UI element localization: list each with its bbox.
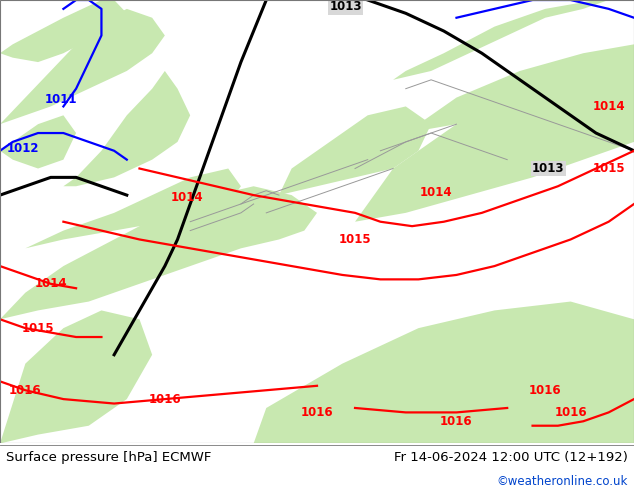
Text: 1014: 1014 (171, 191, 204, 204)
Text: Surface pressure [hPa] ECMWF: Surface pressure [hPa] ECMWF (6, 451, 212, 464)
Text: 1015: 1015 (592, 162, 625, 175)
Polygon shape (254, 301, 634, 443)
Text: 1013: 1013 (532, 162, 565, 175)
Polygon shape (0, 186, 317, 319)
Polygon shape (393, 0, 634, 80)
Text: 1016: 1016 (9, 384, 42, 397)
Polygon shape (0, 115, 76, 169)
Text: 1015: 1015 (339, 233, 372, 246)
Polygon shape (0, 0, 127, 62)
Polygon shape (63, 71, 190, 186)
Text: 1016: 1016 (554, 406, 587, 419)
Text: 1014: 1014 (420, 186, 453, 199)
Polygon shape (203, 199, 241, 213)
Text: ©weatheronline.co.uk: ©weatheronline.co.uk (496, 475, 628, 488)
Polygon shape (406, 44, 634, 133)
Polygon shape (279, 106, 431, 195)
Polygon shape (0, 169, 241, 257)
Text: 1013: 1013 (329, 0, 362, 13)
Text: 1016: 1016 (440, 415, 473, 428)
Text: 1015: 1015 (22, 321, 55, 335)
Text: 1016: 1016 (148, 392, 181, 406)
Text: 1016: 1016 (301, 406, 333, 419)
Text: 1011: 1011 (44, 93, 77, 106)
Polygon shape (0, 311, 152, 443)
Text: Fr 14-06-2024 12:00 UTC (12+192): Fr 14-06-2024 12:00 UTC (12+192) (394, 451, 628, 464)
Polygon shape (355, 53, 634, 221)
Polygon shape (0, 9, 165, 124)
Text: 1014: 1014 (592, 100, 625, 113)
Text: 1012: 1012 (6, 142, 39, 155)
Text: 1014: 1014 (34, 277, 67, 290)
Text: 1016: 1016 (529, 384, 562, 397)
